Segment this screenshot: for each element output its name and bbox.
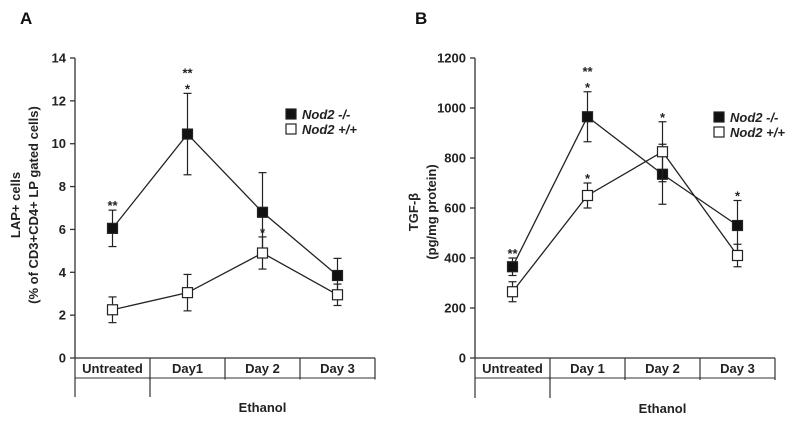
y-tick-label: 0 <box>459 351 466 366</box>
data-point <box>581 111 594 123</box>
significance-marker: ** <box>107 198 118 213</box>
y-axis-label: TGF-β <box>406 193 421 231</box>
y-tick-label: 1000 <box>437 101 466 116</box>
significance-marker: ** <box>507 246 518 261</box>
significance-marker: ** <box>582 64 593 79</box>
y-tick-label: 4 <box>59 265 67 280</box>
significance-marker: * <box>185 81 191 96</box>
series-nod2-wt <box>106 236 344 324</box>
y-tick-label: 800 <box>444 151 466 166</box>
legend: Nod2 -/-Nod2 +/+ <box>285 107 357 137</box>
y-tick-label: 0 <box>59 351 66 366</box>
y-tick-label: 8 <box>59 179 66 194</box>
x-category-label: Day 2 <box>245 361 280 376</box>
data-point <box>106 222 119 234</box>
y-tick-label: 12 <box>52 93 66 108</box>
data-point <box>656 146 669 158</box>
chart-panel-b: 0 200 400 600 800 1000 1200 Untreated Day 1 Day 2… <box>406 51 785 417</box>
y-axis-label: (pg/mg protein) <box>424 164 439 259</box>
panel-letter-a: A <box>20 9 32 28</box>
legend-label: Nod2 +/+ <box>730 125 785 140</box>
x-category-label: Day 1 <box>570 361 605 376</box>
x-category-label: Day 2 <box>645 361 680 376</box>
series-line <box>111 133 338 276</box>
data-point <box>506 286 519 298</box>
data-point <box>181 128 194 140</box>
legend-label: Nod2 -/- <box>730 110 778 125</box>
y-tick-label: 400 <box>444 251 466 266</box>
y-tick-label: 10 <box>52 136 66 151</box>
x-category-label: Untreated <box>82 361 143 376</box>
x-category-label: Day 3 <box>320 361 355 376</box>
series-line <box>511 115 738 268</box>
data-point <box>256 206 269 218</box>
data-point <box>506 261 519 273</box>
y-axis-label: (% of CD3+CD4+ LP gated cells) <box>26 106 41 304</box>
legend-marker <box>285 123 297 135</box>
legend-marker <box>713 126 725 138</box>
data-point <box>331 289 344 301</box>
series-nod2-ko <box>506 91 744 277</box>
chart-panel-a: 0 2 4 6 8 10 12 14 Untreated Day1 Day 2 Day 3 Ethano… <box>8 51 376 415</box>
legend: Nod2 -/-Nod2 +/+ <box>713 110 785 140</box>
series-line <box>511 150 739 293</box>
significance-marker: * <box>585 80 591 95</box>
y-tick-label: 600 <box>444 201 466 216</box>
series-line <box>112 252 338 311</box>
significance-marker: * <box>660 110 666 125</box>
y-tick-label: 6 <box>59 222 66 237</box>
data-point <box>581 189 594 202</box>
x-category-label: Day 3 <box>720 361 755 376</box>
y-tick-label: 14 <box>52 51 67 66</box>
y-axis-label: LAP+ cells <box>8 172 23 238</box>
y-tick-label: 2 <box>59 308 66 323</box>
legend-label: Nod2 -/- <box>302 107 350 122</box>
significance-marker: ** <box>182 65 193 80</box>
x-category-label: Day1 <box>172 361 203 376</box>
significance-marker: * <box>735 189 741 204</box>
data-point <box>181 287 194 299</box>
legend-marker <box>285 108 297 120</box>
series-nod2-wt <box>506 121 744 303</box>
significance-marker: * <box>585 171 591 186</box>
x-group-label: Ethanol <box>639 401 687 416</box>
data-point <box>731 249 744 262</box>
panel-letter-b: B <box>415 9 427 28</box>
legend-marker <box>713 111 725 123</box>
series-nod2-ko <box>106 92 344 294</box>
data-point <box>731 219 744 232</box>
data-point <box>256 247 269 259</box>
legend-label: Nod2 +/+ <box>302 122 357 137</box>
x-category-label: Untreated <box>482 361 543 376</box>
x-group-label: Ethanol <box>239 400 287 415</box>
data-point <box>331 269 344 282</box>
significance-marker: * <box>260 225 266 240</box>
data-point <box>106 304 119 316</box>
y-tick-label: 200 <box>444 301 466 316</box>
y-tick-label: 1200 <box>437 51 466 66</box>
